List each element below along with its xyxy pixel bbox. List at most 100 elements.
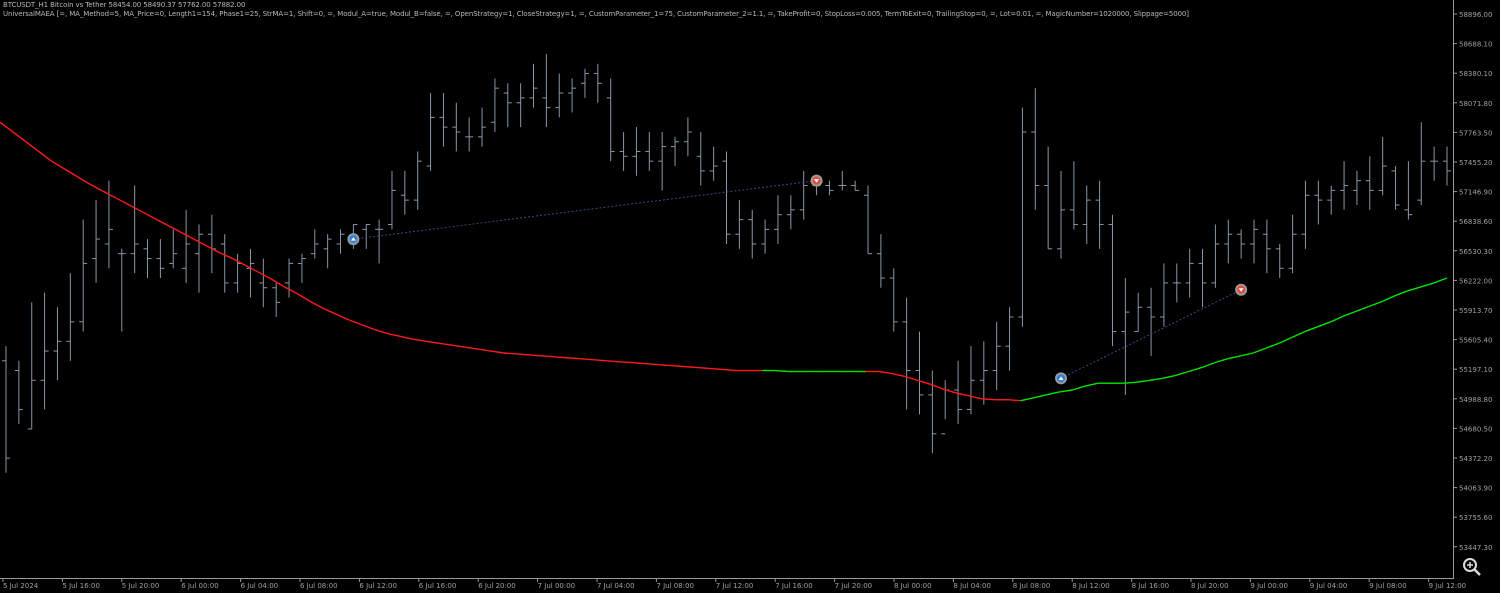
ma-segment (0, 121, 14, 133)
ma-segment (1020, 397, 1034, 402)
ma-segment (232, 257, 246, 266)
ohlc-bar (1340, 161, 1349, 210)
price-label: 54988.80 (1459, 396, 1492, 404)
ohlc-bar (1327, 185, 1336, 215)
ohlc-bar (92, 200, 101, 283)
ohlc-bar (117, 248, 126, 332)
ma-segment (361, 324, 375, 331)
price-axis: 58896.00 58688.10 58380.10 58071.80 57763.50… (1453, 11, 1492, 552)
ma-segment (607, 360, 621, 363)
ohlc-bar (1159, 263, 1168, 327)
ma-segment (167, 224, 182, 233)
ma-segment (1149, 377, 1163, 381)
time-label: 7 Jul 00:00 (538, 582, 576, 590)
ohlc-bar (786, 195, 795, 230)
ma-segment (77, 176, 91, 186)
ohlc-bar (272, 282, 281, 317)
ma-segment (270, 278, 285, 288)
ohlc-bar (323, 234, 332, 269)
ma-segment (1033, 394, 1047, 399)
price-label: 53755.60 (1459, 514, 1492, 522)
price-label: 58071.80 (1459, 100, 1492, 108)
ma-segment (555, 356, 569, 359)
ma-segment (1278, 336, 1293, 344)
ohlc-bar (1288, 214, 1297, 274)
ma-segment (671, 364, 685, 368)
ma-segment (645, 363, 659, 366)
ma-segment (1214, 358, 1228, 364)
ohlc-bar (1211, 224, 1220, 288)
ma-segment (568, 357, 582, 360)
expert-params: UniversalMAEA [=, MA_Method=5, MA_Price=… (3, 10, 1189, 18)
ohlc-bar (40, 292, 49, 410)
ma-segment (426, 340, 440, 344)
ma-segment (348, 319, 362, 326)
ma-segment (942, 388, 957, 394)
ma-segment (633, 362, 647, 365)
ma-segment (620, 361, 634, 364)
time-label: 7 Jul 12:00 (716, 582, 754, 590)
ma-segment (529, 354, 543, 357)
ohlc-bar (529, 63, 538, 108)
ohlc-bar (259, 258, 268, 308)
ma-segment (12, 131, 27, 143)
ohlc-bar (799, 170, 808, 220)
magnifier-icon[interactable] (1461, 556, 1483, 578)
ohlc-bar (503, 83, 512, 128)
ohlc-bar (748, 209, 757, 259)
ma-segment (322, 307, 337, 315)
price-label: 53447.30 (1459, 544, 1492, 552)
price-label: 57763.50 (1459, 129, 1492, 137)
ma-segment (955, 392, 970, 397)
symbol-info: BTCUSDT_H1 Bitcoin vs Tether 58454.00 58… (3, 1, 246, 9)
ohlc-bar (1185, 248, 1194, 298)
ohlc-bar (593, 63, 602, 103)
time-axis-border (0, 578, 1454, 579)
ma-segment (413, 338, 427, 343)
ma-segment (206, 245, 220, 254)
ohlc-bar (979, 341, 988, 405)
ma-segment (1317, 321, 1331, 328)
ohlc-bar (632, 127, 641, 176)
ohlc-bar (310, 229, 319, 259)
ma-segment (1265, 342, 1280, 349)
ma-segment (1162, 374, 1176, 379)
ma-segment (219, 252, 233, 260)
ohlc-bar (297, 253, 306, 283)
ma-segment (1382, 294, 1396, 303)
time-label: 6 Jul 00:00 (181, 582, 219, 590)
ohlc-bar (1031, 88, 1040, 210)
ma-segment (1201, 362, 1215, 369)
ma-segment (581, 358, 595, 361)
time-label: 8 Jul 12:00 (1072, 582, 1110, 590)
price-label: 56838.60 (1459, 218, 1492, 226)
ohlc-bar (928, 370, 937, 454)
ohlc-bar (683, 117, 692, 157)
ma-segment (374, 328, 388, 335)
sell-exit-marker (810, 174, 823, 187)
ma-segment (1433, 277, 1448, 284)
ma-segment (1291, 330, 1306, 339)
ohlc-bar (606, 78, 615, 162)
ma-segment (283, 286, 298, 295)
ma-segment (1059, 389, 1073, 393)
ohlc-bar (156, 239, 165, 279)
time-label: 9 Jul 00:00 (1250, 582, 1288, 590)
ohlc-bar (542, 54, 551, 128)
ma-segment (1330, 315, 1344, 323)
price-label: 58688.10 (1459, 41, 1492, 49)
price-label: 54063.90 (1459, 485, 1492, 493)
time-label: 5 Jul 16:00 (62, 582, 100, 590)
time-label: 6 Jul 04:00 (241, 582, 279, 590)
price-label: 56530.30 (1459, 248, 1492, 256)
ma-segment (1072, 385, 1086, 391)
ohlc-bar (864, 185, 873, 255)
ohlc-bar (1198, 248, 1207, 308)
ma-segment (710, 367, 724, 371)
ohlc-bar (619, 131, 628, 171)
ohlc-bar (1430, 146, 1439, 181)
ohlc-bar (66, 273, 75, 361)
ma-segment (51, 160, 65, 170)
ma-segment (193, 238, 208, 247)
